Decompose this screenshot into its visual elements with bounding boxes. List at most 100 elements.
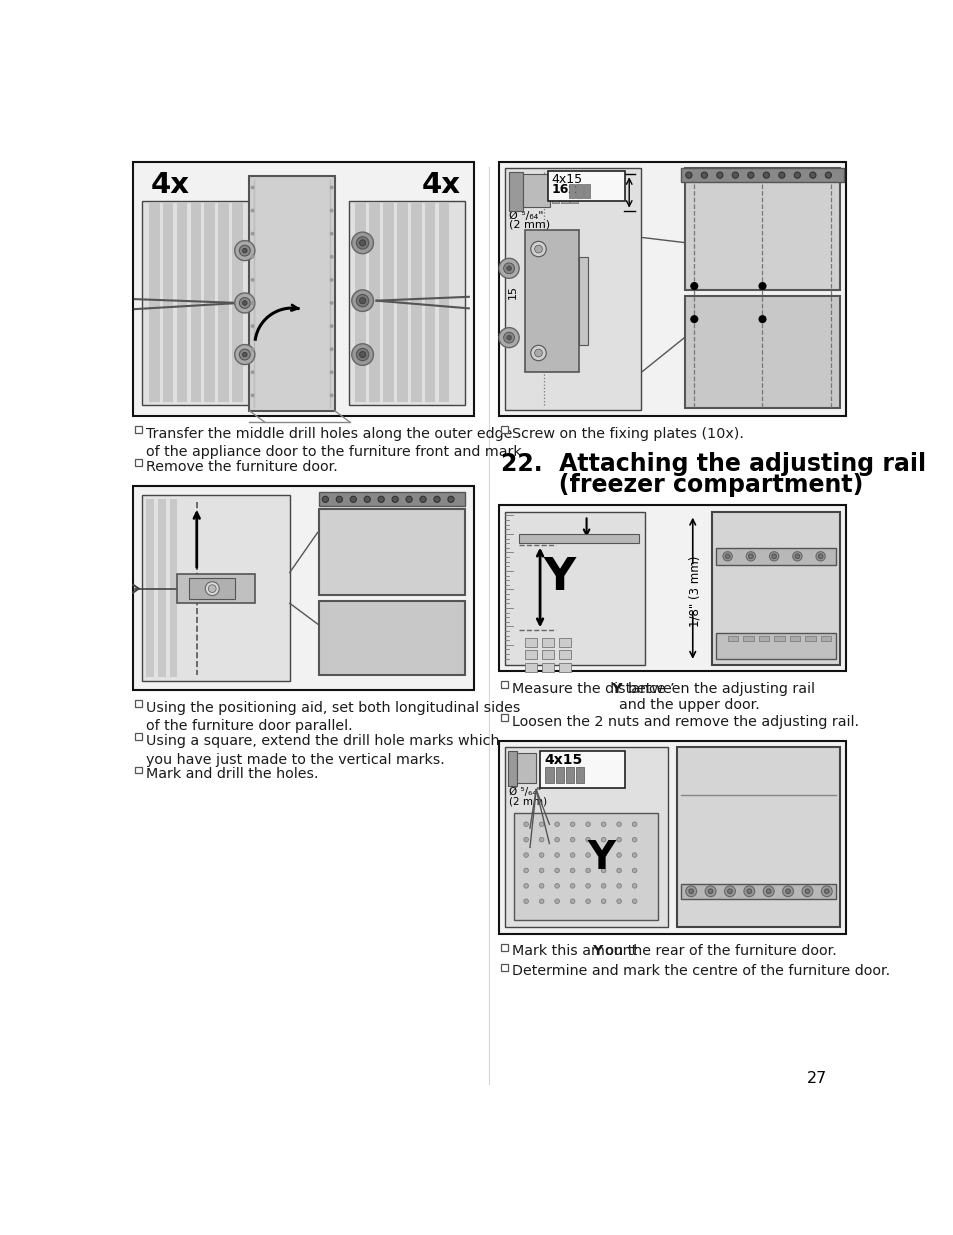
Circle shape (330, 185, 334, 189)
Circle shape (815, 552, 824, 561)
Bar (149, 203, 159, 403)
Bar (134, 734, 142, 740)
Text: Y: Y (592, 945, 602, 958)
Bar (524, 651, 537, 659)
Bar (134, 767, 142, 773)
Circle shape (821, 885, 831, 897)
Bar (142, 495, 290, 680)
Circle shape (555, 899, 558, 904)
Circle shape (727, 889, 732, 894)
Circle shape (746, 889, 751, 894)
Circle shape (251, 278, 254, 282)
Circle shape (617, 837, 620, 842)
Circle shape (322, 496, 328, 503)
Bar (189, 578, 235, 599)
Circle shape (600, 899, 605, 904)
Circle shape (745, 552, 755, 561)
Bar (142, 200, 258, 405)
Circle shape (234, 345, 254, 364)
Bar (565, 767, 574, 783)
Circle shape (251, 185, 254, 189)
Circle shape (530, 241, 546, 257)
Circle shape (330, 209, 334, 212)
Bar (716, 632, 835, 659)
Circle shape (538, 823, 543, 826)
Circle shape (356, 294, 369, 306)
Bar (789, 636, 800, 641)
Circle shape (570, 899, 575, 904)
Text: Measure the distance ’: Measure the distance ’ (512, 682, 674, 695)
Circle shape (632, 883, 637, 888)
Circle shape (555, 852, 558, 857)
Circle shape (794, 172, 800, 178)
Circle shape (804, 889, 809, 894)
Text: 4x15: 4x15 (543, 753, 581, 767)
Circle shape (205, 582, 219, 595)
Circle shape (762, 885, 773, 897)
Bar (438, 203, 449, 403)
Text: Mark this amount: Mark this amount (512, 945, 641, 958)
Text: on the rear of the furniture door.: on the rear of the furniture door. (600, 945, 836, 958)
Circle shape (242, 300, 247, 305)
Circle shape (801, 885, 812, 897)
Circle shape (778, 172, 784, 178)
Bar (505, 747, 667, 927)
Circle shape (600, 883, 605, 888)
Circle shape (617, 852, 620, 857)
Circle shape (538, 837, 543, 842)
Circle shape (585, 868, 590, 873)
Circle shape (617, 899, 620, 904)
Circle shape (538, 883, 543, 888)
Bar (539, 751, 624, 788)
Circle shape (632, 868, 637, 873)
Circle shape (585, 852, 590, 857)
Bar (505, 511, 644, 664)
Circle shape (600, 868, 605, 873)
Bar (716, 548, 835, 564)
Bar (711, 511, 840, 664)
Circle shape (330, 394, 334, 398)
Circle shape (377, 496, 384, 503)
Bar (500, 714, 507, 721)
Circle shape (538, 852, 543, 857)
Circle shape (617, 883, 620, 888)
Text: 22.  Attaching the adjusting rail: 22. Attaching the adjusting rail (500, 452, 924, 475)
Circle shape (530, 346, 546, 361)
Circle shape (251, 324, 254, 329)
Circle shape (600, 852, 605, 857)
Circle shape (359, 352, 365, 358)
Text: Remove the furniture door.: Remove the furniture door. (146, 461, 337, 474)
Text: 4x15: 4x15 (551, 173, 582, 185)
Text: Screw on the fixing plates (10x).: Screw on the fixing plates (10x). (512, 427, 743, 441)
Bar (541, 651, 554, 659)
Circle shape (335, 496, 342, 503)
Circle shape (251, 232, 254, 236)
Circle shape (823, 889, 828, 894)
Bar (558, 662, 571, 672)
Bar (355, 203, 365, 403)
Circle shape (534, 350, 542, 357)
Text: Ø ⁵/₆₄": Ø ⁵/₆₄" (509, 787, 540, 798)
Text: 4x: 4x (421, 172, 460, 199)
Bar (509, 172, 522, 211)
Circle shape (419, 496, 426, 503)
Circle shape (208, 585, 216, 593)
Circle shape (239, 246, 250, 256)
Circle shape (434, 496, 439, 503)
Circle shape (632, 823, 637, 826)
Bar (170, 499, 177, 677)
Bar (319, 601, 464, 674)
Circle shape (785, 889, 790, 894)
Bar (514, 813, 658, 920)
Bar (524, 230, 578, 372)
Bar (249, 175, 335, 411)
Circle shape (688, 889, 693, 894)
Bar (758, 636, 769, 641)
Circle shape (534, 246, 542, 253)
Text: ’ between the adjusting rail
and the upper door.: ’ between the adjusting rail and the upp… (618, 682, 814, 713)
Bar (680, 168, 843, 182)
Text: Y: Y (587, 839, 615, 877)
Circle shape (704, 885, 716, 897)
Circle shape (506, 336, 511, 340)
Text: Loosen the 2 nuts and remove the adjusting rail.: Loosen the 2 nuts and remove the adjusti… (512, 715, 859, 729)
